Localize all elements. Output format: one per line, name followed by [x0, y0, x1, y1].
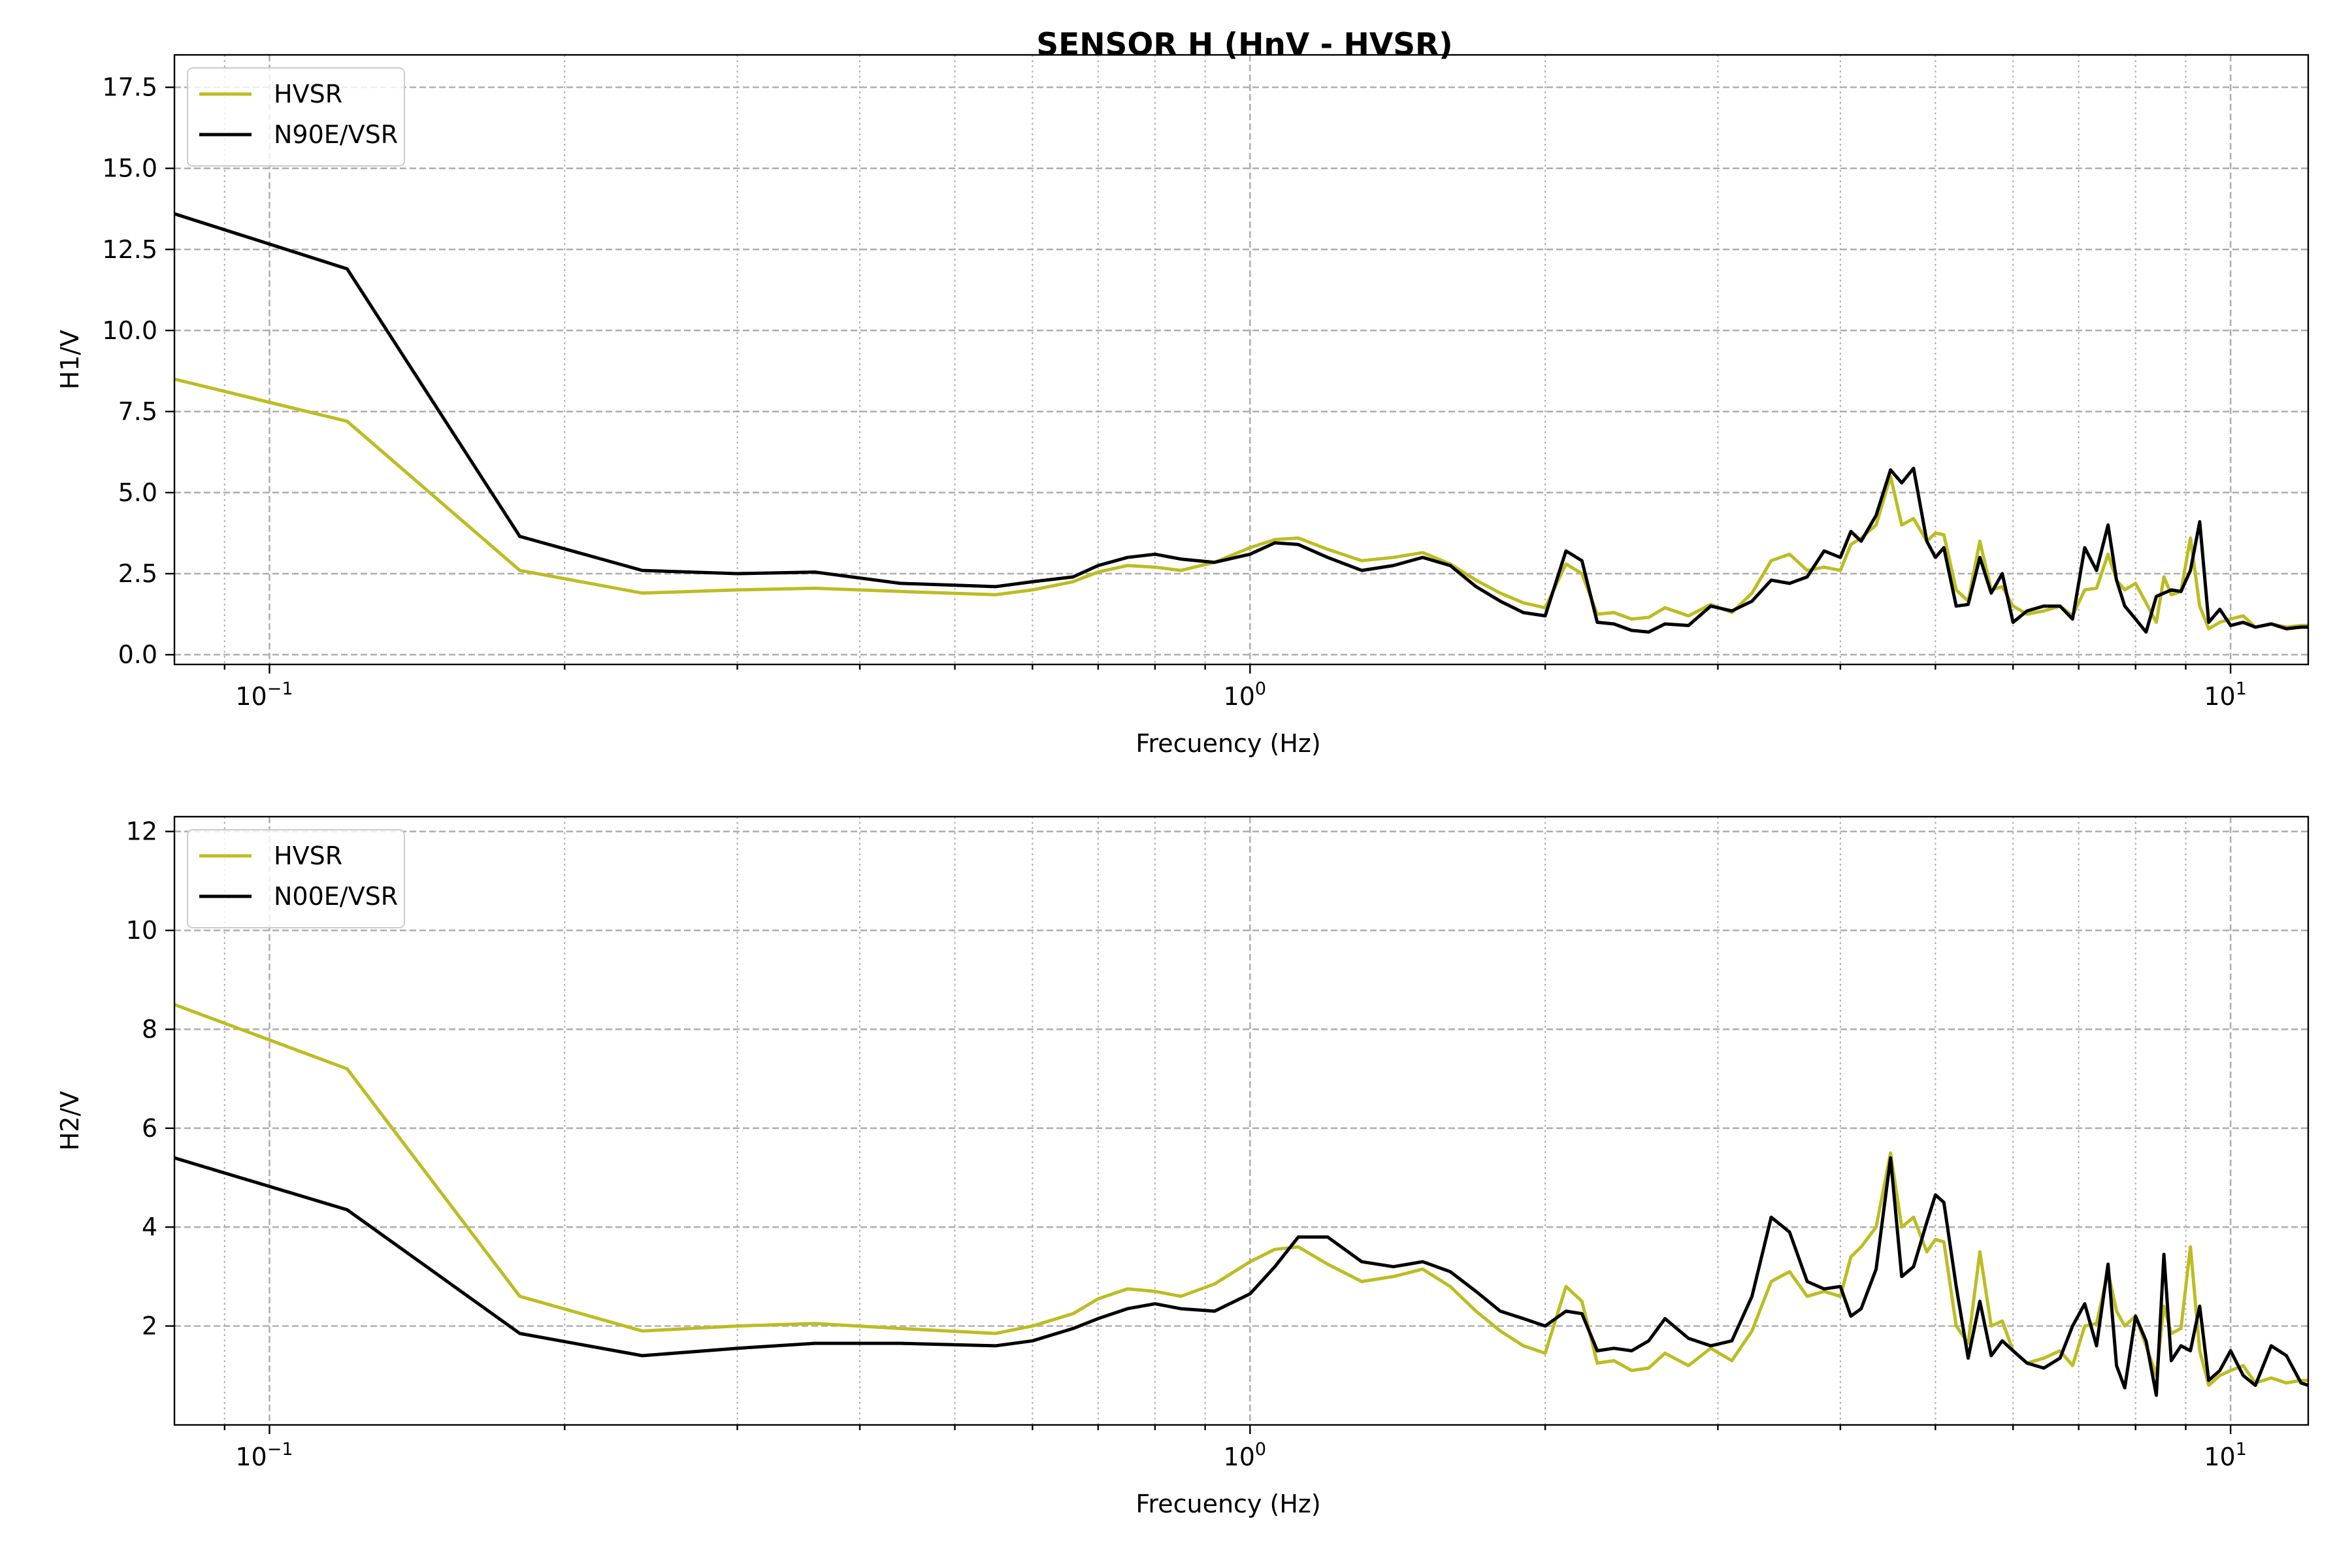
y-tick-label: 2	[142, 1312, 157, 1341]
y-tick-label: 5.0	[118, 478, 157, 507]
y-tick-label: 6	[142, 1114, 157, 1143]
legend-label: HVSR	[274, 80, 342, 108]
series-line-hvsr	[174, 377, 2308, 630]
y-tick-label: 0.0	[118, 640, 157, 669]
legend-label: HVSR	[274, 841, 342, 870]
y-tick-label: 15.0	[102, 154, 157, 183]
y-tick-label: 17.5	[102, 73, 157, 102]
x-tick-label: 100	[1224, 1439, 1267, 1471]
x-tick-label: 10−1	[235, 679, 293, 711]
series-line-n90e-vsr	[174, 212, 2308, 634]
x-axis-label: Frecuency (Hz)	[1135, 1490, 1320, 1518]
x-tick-label: 100	[1224, 679, 1267, 711]
y-tick-label: 2.5	[118, 559, 157, 588]
y-axis-label: H2/V	[56, 1091, 84, 1151]
y-tick-label: 12.5	[102, 235, 157, 264]
series-line-n00e-vsr	[174, 1156, 2308, 1397]
figure-title: SENSOR H (HnV - HVSR)	[1036, 27, 1452, 63]
legend-label: N00E/VSR	[274, 882, 398, 911]
legend: HVSR N90E/VSR	[187, 67, 405, 167]
y-tick-label: 7.5	[118, 397, 157, 426]
y-tick-label: 8	[142, 1015, 157, 1043]
legend: HVSR N00E/VSR	[187, 829, 405, 928]
x-axis-label: Frecuency (Hz)	[1135, 729, 1320, 758]
y-tick-label: 4	[142, 1213, 157, 1241]
x-tick-label: 10−1	[235, 1439, 293, 1471]
legend-label: N90E/VSR	[274, 120, 398, 149]
x-tick-label: 101	[2204, 679, 2247, 711]
axes-frame	[173, 54, 2310, 666]
x-tick-label: 101	[2204, 1439, 2247, 1471]
y-tick-label: 12	[126, 817, 157, 846]
y-tick-label: 10	[126, 916, 157, 945]
y-tick-label: 10.0	[102, 316, 157, 345]
y-axis-label: H1/V	[56, 330, 84, 390]
axes-frame	[173, 815, 2310, 1426]
panel-h1v: 10−1 100 101 0.0 2.5 5.0 7.5 10.0 12.5 15.0 17.5 Fr…	[56, 54, 2310, 758]
